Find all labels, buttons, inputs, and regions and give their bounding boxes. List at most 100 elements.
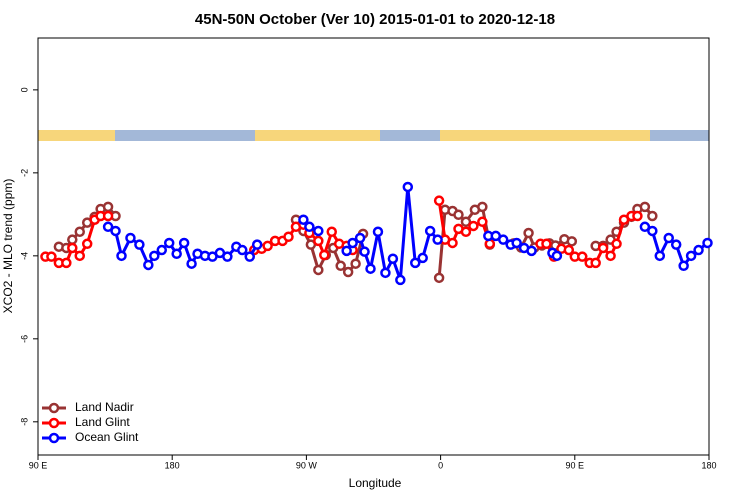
x-tick-label: 90 E [566,460,585,470]
data-point [597,242,609,254]
legend-marker [48,417,60,429]
data-point [693,244,704,256]
data-point [523,227,534,239]
data-point [102,201,114,213]
land-strip [255,130,380,141]
data-point [298,214,309,225]
data-point [647,210,658,222]
data-point [335,260,346,272]
data-point [477,201,488,213]
data-point [186,258,197,269]
data-point [134,239,145,250]
land-strip [38,130,115,141]
data-point [171,248,182,260]
data-point [678,260,689,272]
data-point [149,250,160,262]
data-point [541,238,552,250]
data-point [453,209,464,221]
data-point [365,263,376,274]
data-point [222,251,233,262]
data-point [350,258,361,269]
legend-marker [48,432,60,444]
data-point [125,232,136,244]
data-point [110,225,121,237]
x-tick-label: 90 W [296,460,318,470]
y-axis-label: XCO2 - MLO trend (ppm) [1,179,15,314]
data-point [468,220,479,232]
data-point [380,267,391,279]
data-point [670,239,682,250]
data-point [102,210,114,222]
data-point [410,257,421,269]
land-ocean-strip [38,130,709,141]
data-point [433,272,445,284]
data-point [566,236,578,247]
data-point [551,250,563,262]
data-point [605,250,616,262]
x-tick-label: 90 E [29,460,48,470]
data-point [313,235,324,247]
data-point [460,216,472,228]
y-tick-label: -4 [19,252,29,260]
data-point [326,226,337,238]
data-point [81,238,93,250]
data-point [319,249,330,261]
x-axis-label: Longitude [349,476,402,490]
data-point [178,237,190,249]
y-tick-label: 0 [19,87,29,92]
data-point [354,232,366,244]
data-point [313,225,324,237]
data-point [163,237,175,249]
data-point [395,274,406,286]
data-point [432,234,443,245]
data-point [251,239,263,250]
data-point [702,237,713,249]
data-point [477,216,488,228]
data-point [663,232,674,244]
data-point [417,252,428,264]
legend-marker [48,402,60,414]
data-point [654,250,666,262]
data-point [577,251,588,262]
data-point [685,250,697,262]
data-point [424,225,436,237]
data-point [244,251,255,262]
data-point [639,201,651,213]
x-tick-label: 180 [701,460,716,470]
data-point [61,257,72,269]
data-point [590,257,601,269]
data-point [102,221,114,233]
data-point [632,210,643,222]
data-point [283,231,294,242]
data-point [433,195,445,206]
y-tick-label: -8 [19,418,29,426]
data-point [460,226,472,238]
data-point [46,251,57,262]
data-point [372,226,384,238]
data-point [347,237,358,249]
data-point [639,221,651,233]
data-point [156,244,168,256]
data-point [143,259,154,271]
x-tick-label: 0 [438,460,443,470]
data-point [313,264,324,276]
data-point [116,250,127,262]
data-point [511,237,522,249]
legend-label: Land Nadir [75,400,134,414]
y-tick-label: -2 [19,169,29,177]
data-point [67,234,78,245]
data-point [342,266,354,278]
data-point [67,242,78,254]
y-tick-label: -6 [19,335,29,343]
data-point [647,225,658,237]
data-point [74,226,86,238]
data-point [497,234,509,245]
x-tick-label: 180 [165,460,180,470]
data-point [359,246,370,257]
data-point [526,245,537,257]
data-point [387,253,399,264]
data-point [341,245,352,257]
data-point [74,250,86,262]
legend-label: Ocean Glint [75,430,139,444]
